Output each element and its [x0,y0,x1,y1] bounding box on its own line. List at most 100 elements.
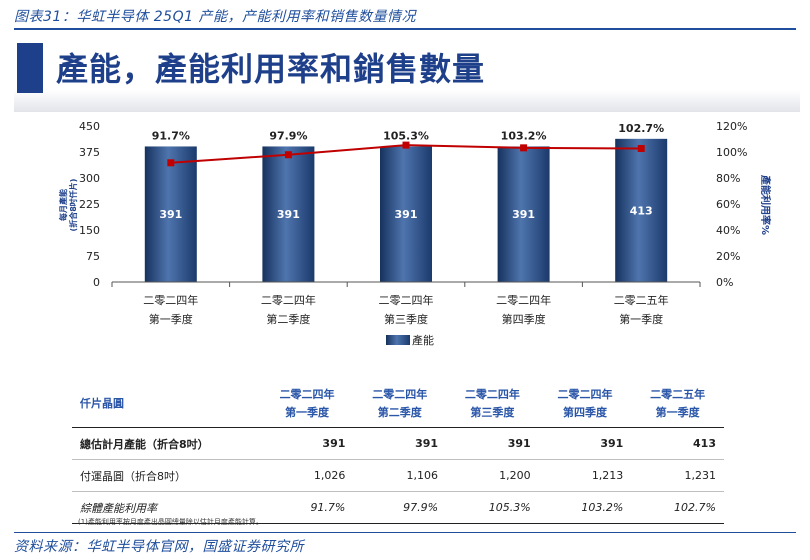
bar-value-label: 391 [159,208,182,221]
y2-tick-label: 20% [716,250,740,263]
line-value-label: 91.7% [152,129,190,142]
y-axis-label-line: 每月產能 [58,189,68,221]
y-axis-label-line: (折合8吋仟片) [68,179,78,232]
x-tick-label: 第三季度 [384,312,428,326]
column-header-quarter: 第二季度 [377,406,422,419]
table-row-label: 總估計月產能（折合8吋） [72,427,261,460]
table-cell: 97.9% [353,491,447,524]
source-note: 资料来源：华虹半导体官网，国盛证券研究所 [14,539,304,555]
table-column-header: 二零二四年 第一季度 [260,381,354,428]
x-tick-label: 二零二四年 [143,293,198,307]
bar [380,146,432,282]
table-cell: 391 [446,427,539,460]
y-tick-label: 450 [79,120,100,133]
column-header-year: 二零二五年 [650,388,706,401]
line-point [284,151,292,159]
table-row: 綜體產能利用率 91.7% 97.9% 105.3% 103.2% 102.7% [72,491,724,524]
bar [615,138,668,282]
table-cell: 413 [631,427,724,460]
table-cell: 391 [538,427,632,460]
column-header-year: 二零二四年 [464,388,520,401]
y2-tick-label: 40% [716,224,740,237]
y2-tick-label: 120% [716,120,747,133]
x-tick-label: 二零二四年 [379,293,434,307]
table-footnote: (1)產能利用率按月度產出晶圓總量除以估計月度產能計算。 [78,518,263,526]
caption-divider [14,28,796,30]
table-column-header: 二零二四年 第三季度 [446,381,539,428]
bar-value-label: 391 [277,208,300,221]
x-tick-label: 第一季度 [619,312,663,326]
line-point [402,141,410,149]
x-tick-label: 二零二四年 [261,293,316,307]
y-tick-label: 75 [86,250,100,263]
table-cell: 391 [353,427,447,460]
y-tick-label: 375 [79,146,100,159]
slide-title: 產能，產能利用率和銷售數量 [56,50,486,88]
bar [262,146,315,282]
bar [497,146,550,282]
table-cell: 1,106 [353,459,447,492]
column-header-year: 二零二四年 [557,388,613,401]
y-tick-label: 300 [79,172,100,185]
bar-value-label: 413 [630,204,653,217]
y-tick-label: 0 [93,276,100,289]
column-header-year: 二零二四年 [279,388,335,401]
y2-tick-label: 80% [716,172,740,185]
table-row-label: 綜體產能利用率 [72,491,261,524]
line-point [167,159,175,167]
y2-axis-label: 產能利用率% [759,174,772,235]
source-divider [14,532,796,533]
bar-value-label: 391 [395,208,418,221]
table-row: 總估計月產能（折合8吋） 391 391 391 391 413 [72,427,724,460]
column-header-year: 二零二四年 [372,388,428,401]
x-tick-label: 第二季度 [266,312,310,326]
slide-banner: 產能，產能利用率和銷售數量 [14,30,800,112]
line-point [637,144,645,152]
table-cell: 102.7% [631,491,724,524]
table-cell: 1,026 [260,459,354,492]
y2-tick-label: 60% [716,198,740,211]
table-cell: 105.3% [446,491,539,524]
column-header-quarter: 第一季度 [655,406,700,419]
y2-tick-label: 100% [716,146,747,159]
x-tick-label: 二零二四年 [496,293,551,307]
table-cell: 103.2% [538,491,632,524]
table-column-header: 二零二四年 第二季度 [353,381,447,428]
chart-legend: 產能 [386,333,434,347]
banner-accent-block [17,43,43,93]
table-cell: 391 [260,427,354,460]
line-value-label: 103.2% [501,129,547,142]
legend-label: 產能 [412,333,434,347]
line-value-label: 97.9% [269,129,307,142]
column-header-quarter: 第四季度 [562,406,607,419]
y2-tick-label: 0% [716,276,733,289]
table-cell: 1,200 [446,459,539,492]
table-header-label: 仟片晶圓 [72,381,261,428]
column-header-quarter: 第三季度 [470,406,515,419]
line-value-label: 102.7% [618,122,664,135]
table-column-header: 二零二四年 第四季度 [538,381,632,428]
x-tick-label: 二零二五年 [614,293,669,307]
table-row-label: 付運晶圓（折合8吋） [72,459,261,492]
figure-caption: 图表31：华虹半导体 25Q1 产能，产能利用率和销售数量情况 [14,9,416,25]
table-row: 付運晶圓（折合8吋） 1,026 1,106 1,200 1,213 1,231 [72,459,724,492]
column-header-quarter: 第一季度 [285,406,330,419]
y-axis-label: 每月產能(折合8吋仟片) [58,179,78,232]
table-column-header: 二零二五年 第一季度 [631,381,724,428]
banner-shade [14,90,800,112]
x-tick-label: 第四季度 [502,312,546,326]
table-cell: 1,213 [538,459,632,492]
line-value-label: 105.3% [383,129,429,142]
y-tick-label: 225 [79,198,100,211]
capacity-table: 仟片晶圓 二零二四年 第一季度 二零二四年 第二季度 二零二四年 第三季度 二零二四年 第四季度… [72,381,724,524]
table-cell: 91.7% [260,491,354,524]
bar-value-label: 391 [512,208,535,221]
capacity-chart: 450 375 300 225 150 75 0 120% 100% 80% 60% 40% 20% 0… [58,120,772,347]
bar [144,146,197,282]
legend-swatch [386,335,410,345]
table-cell: 1,231 [631,459,724,492]
table-header-row: 仟片晶圓 二零二四年 第一季度 二零二四年 第二季度 二零二四年 第三季度 二零二四年 第四季度… [72,381,724,428]
line-point [520,144,528,152]
x-tick-label: 第一季度 [149,312,193,326]
y-tick-label: 150 [79,224,100,237]
